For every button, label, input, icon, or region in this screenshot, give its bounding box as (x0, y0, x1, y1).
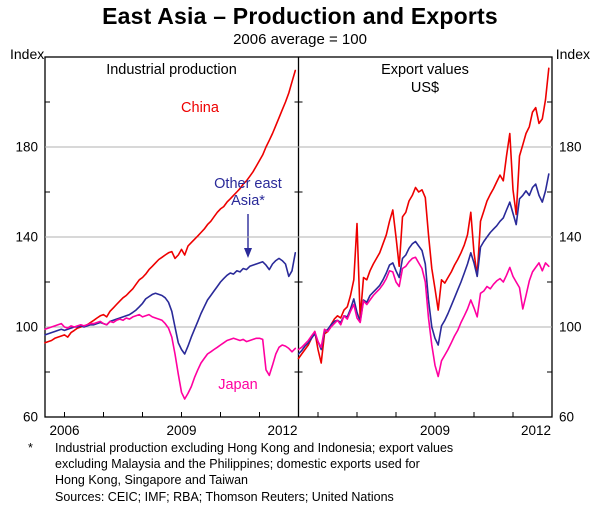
y-tick-label-right: 60 (559, 410, 574, 425)
y-tick-label-right: 140 (559, 230, 582, 245)
footnote-marker: * (28, 441, 33, 455)
annotation-arrowhead-icon (244, 248, 252, 258)
series-line-china (297, 67, 550, 364)
panel-subtitle-usd: US$ (410, 80, 440, 96)
y-tick-label-left: 60 (23, 410, 38, 425)
x-tick-label: 2012 (521, 423, 551, 438)
y-tick-label-left: 180 (15, 140, 38, 155)
series-line-other-east-asia (44, 252, 297, 355)
y-tick-label-right: 100 (559, 320, 582, 335)
footnote-line: Industrial production excluding Hong Kon… (55, 441, 454, 455)
japan-label: Japan (218, 377, 258, 393)
x-tick-label: 2012 (267, 423, 297, 438)
other-east-asia-label: Other east Asia* (214, 176, 282, 209)
chart-subtitle: 2006 average = 100 (233, 31, 367, 48)
y-tick-label-left: 100 (15, 320, 38, 335)
panel-title-industrial-production: Industrial production (106, 62, 237, 78)
x-tick-label: 2006 (49, 423, 79, 438)
footnote-line: Hong Kong, Singapore and Taiwan (55, 473, 248, 487)
x-tick-label: 2009 (420, 423, 450, 438)
y-tick-label-left: 140 (15, 230, 38, 245)
china-label: China (181, 100, 219, 116)
y-axis-unit-left: Index (10, 46, 45, 62)
panel-title-export-values: Export values (381, 62, 469, 78)
series-line-japan (297, 256, 550, 378)
series-line-japan (44, 313, 297, 400)
x-tick-label: 2009 (166, 423, 196, 438)
y-axis-unit-right: Index (555, 46, 590, 62)
series-line-other-east-asia (297, 173, 550, 355)
sources-line: Sources: CEIC; IMF; RBA; Thomson Reuters… (55, 490, 394, 504)
y-tick-label-right: 180 (559, 140, 582, 155)
footnote-line: excluding Malaysia and the Philippines; … (55, 457, 420, 471)
chart-title: East Asia – Production and Exports (102, 3, 498, 29)
